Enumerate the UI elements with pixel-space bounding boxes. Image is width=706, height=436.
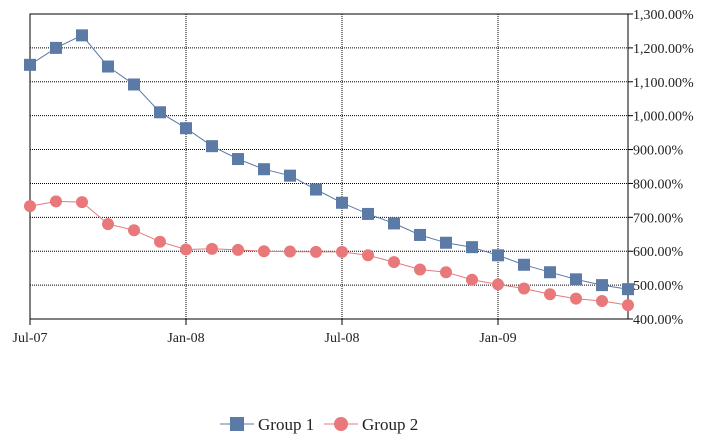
data-point xyxy=(570,292,582,305)
series-1 xyxy=(24,29,634,296)
data-point xyxy=(544,266,556,279)
data-point xyxy=(206,140,218,153)
data-point xyxy=(570,273,582,286)
x-tick-label: Jul-08 xyxy=(325,331,360,346)
y-tick-label: 700.00% xyxy=(633,211,684,226)
data-point xyxy=(310,245,322,258)
data-point xyxy=(232,243,244,256)
data-point xyxy=(76,29,88,42)
plot-frame xyxy=(29,13,629,320)
data-point xyxy=(284,245,296,258)
legend-marker xyxy=(334,417,348,431)
data-point xyxy=(50,41,62,54)
data-point xyxy=(414,228,426,241)
data-point xyxy=(336,196,348,209)
data-point xyxy=(622,283,634,296)
data-point xyxy=(466,273,478,286)
data-point xyxy=(544,288,556,301)
data-point xyxy=(180,122,192,135)
x-axis-tick-labels: Jul-07 Jan-08 Jul-08 Jan-09 xyxy=(13,331,517,346)
data-point xyxy=(128,224,140,237)
data-point xyxy=(388,256,400,269)
y-tick-label: 1,200.00% xyxy=(633,42,694,57)
data-point xyxy=(414,263,426,276)
data-point xyxy=(492,278,504,291)
data-point xyxy=(336,245,348,258)
data-point xyxy=(154,106,166,119)
data-point xyxy=(388,217,400,230)
data-point xyxy=(596,295,608,308)
series-layer xyxy=(24,29,634,312)
y-tick-label: 800.00% xyxy=(633,177,684,192)
data-point xyxy=(284,169,296,182)
data-point xyxy=(154,235,166,248)
legend-item-2: Group 2 xyxy=(324,415,418,434)
y-tick-label: 1,000.00% xyxy=(633,110,694,125)
data-point xyxy=(24,200,36,213)
x-tick-label: Jul-07 xyxy=(13,331,48,346)
y-tick-label: 400.00% xyxy=(633,313,684,328)
data-point xyxy=(180,243,192,256)
data-point xyxy=(362,249,374,262)
y-tick-label: 1,300.00% xyxy=(633,8,694,23)
legend-label: Group 1 xyxy=(258,415,314,434)
legend-label: Group 2 xyxy=(362,415,418,434)
y-axis-tick-labels: 400.00% 500.00% 600.00% 700.00% 800.00% 900.0… xyxy=(633,8,694,328)
data-point xyxy=(102,218,114,231)
data-point xyxy=(466,241,478,254)
data-point xyxy=(440,266,452,279)
data-point xyxy=(102,60,114,73)
data-point xyxy=(310,183,322,196)
data-point xyxy=(206,242,218,255)
data-point xyxy=(76,196,88,209)
data-point xyxy=(440,236,452,249)
y-tick-label: 600.00% xyxy=(633,245,684,260)
data-point xyxy=(518,282,530,295)
data-point xyxy=(492,249,504,262)
data-point xyxy=(128,78,140,91)
data-point xyxy=(362,207,374,220)
legend-item-1: Group 1 xyxy=(220,415,314,434)
legend: Group 1 Group 2 xyxy=(220,415,418,434)
data-point xyxy=(232,153,244,166)
y-tick-label: 500.00% xyxy=(633,279,684,294)
gridlines xyxy=(29,13,633,325)
data-point xyxy=(258,163,270,176)
data-point xyxy=(258,245,270,258)
data-point xyxy=(50,195,62,208)
x-tick-label: Jan-09 xyxy=(479,331,516,346)
y-tick-label: 1,100.00% xyxy=(633,76,694,91)
data-point xyxy=(518,258,530,271)
data-point xyxy=(596,279,608,292)
legend-marker xyxy=(230,417,244,431)
series-2 xyxy=(24,195,634,312)
data-point xyxy=(24,58,36,71)
x-tick-label: Jan-08 xyxy=(167,331,204,346)
data-point xyxy=(622,299,634,312)
y-tick-label: 900.00% xyxy=(633,144,684,159)
